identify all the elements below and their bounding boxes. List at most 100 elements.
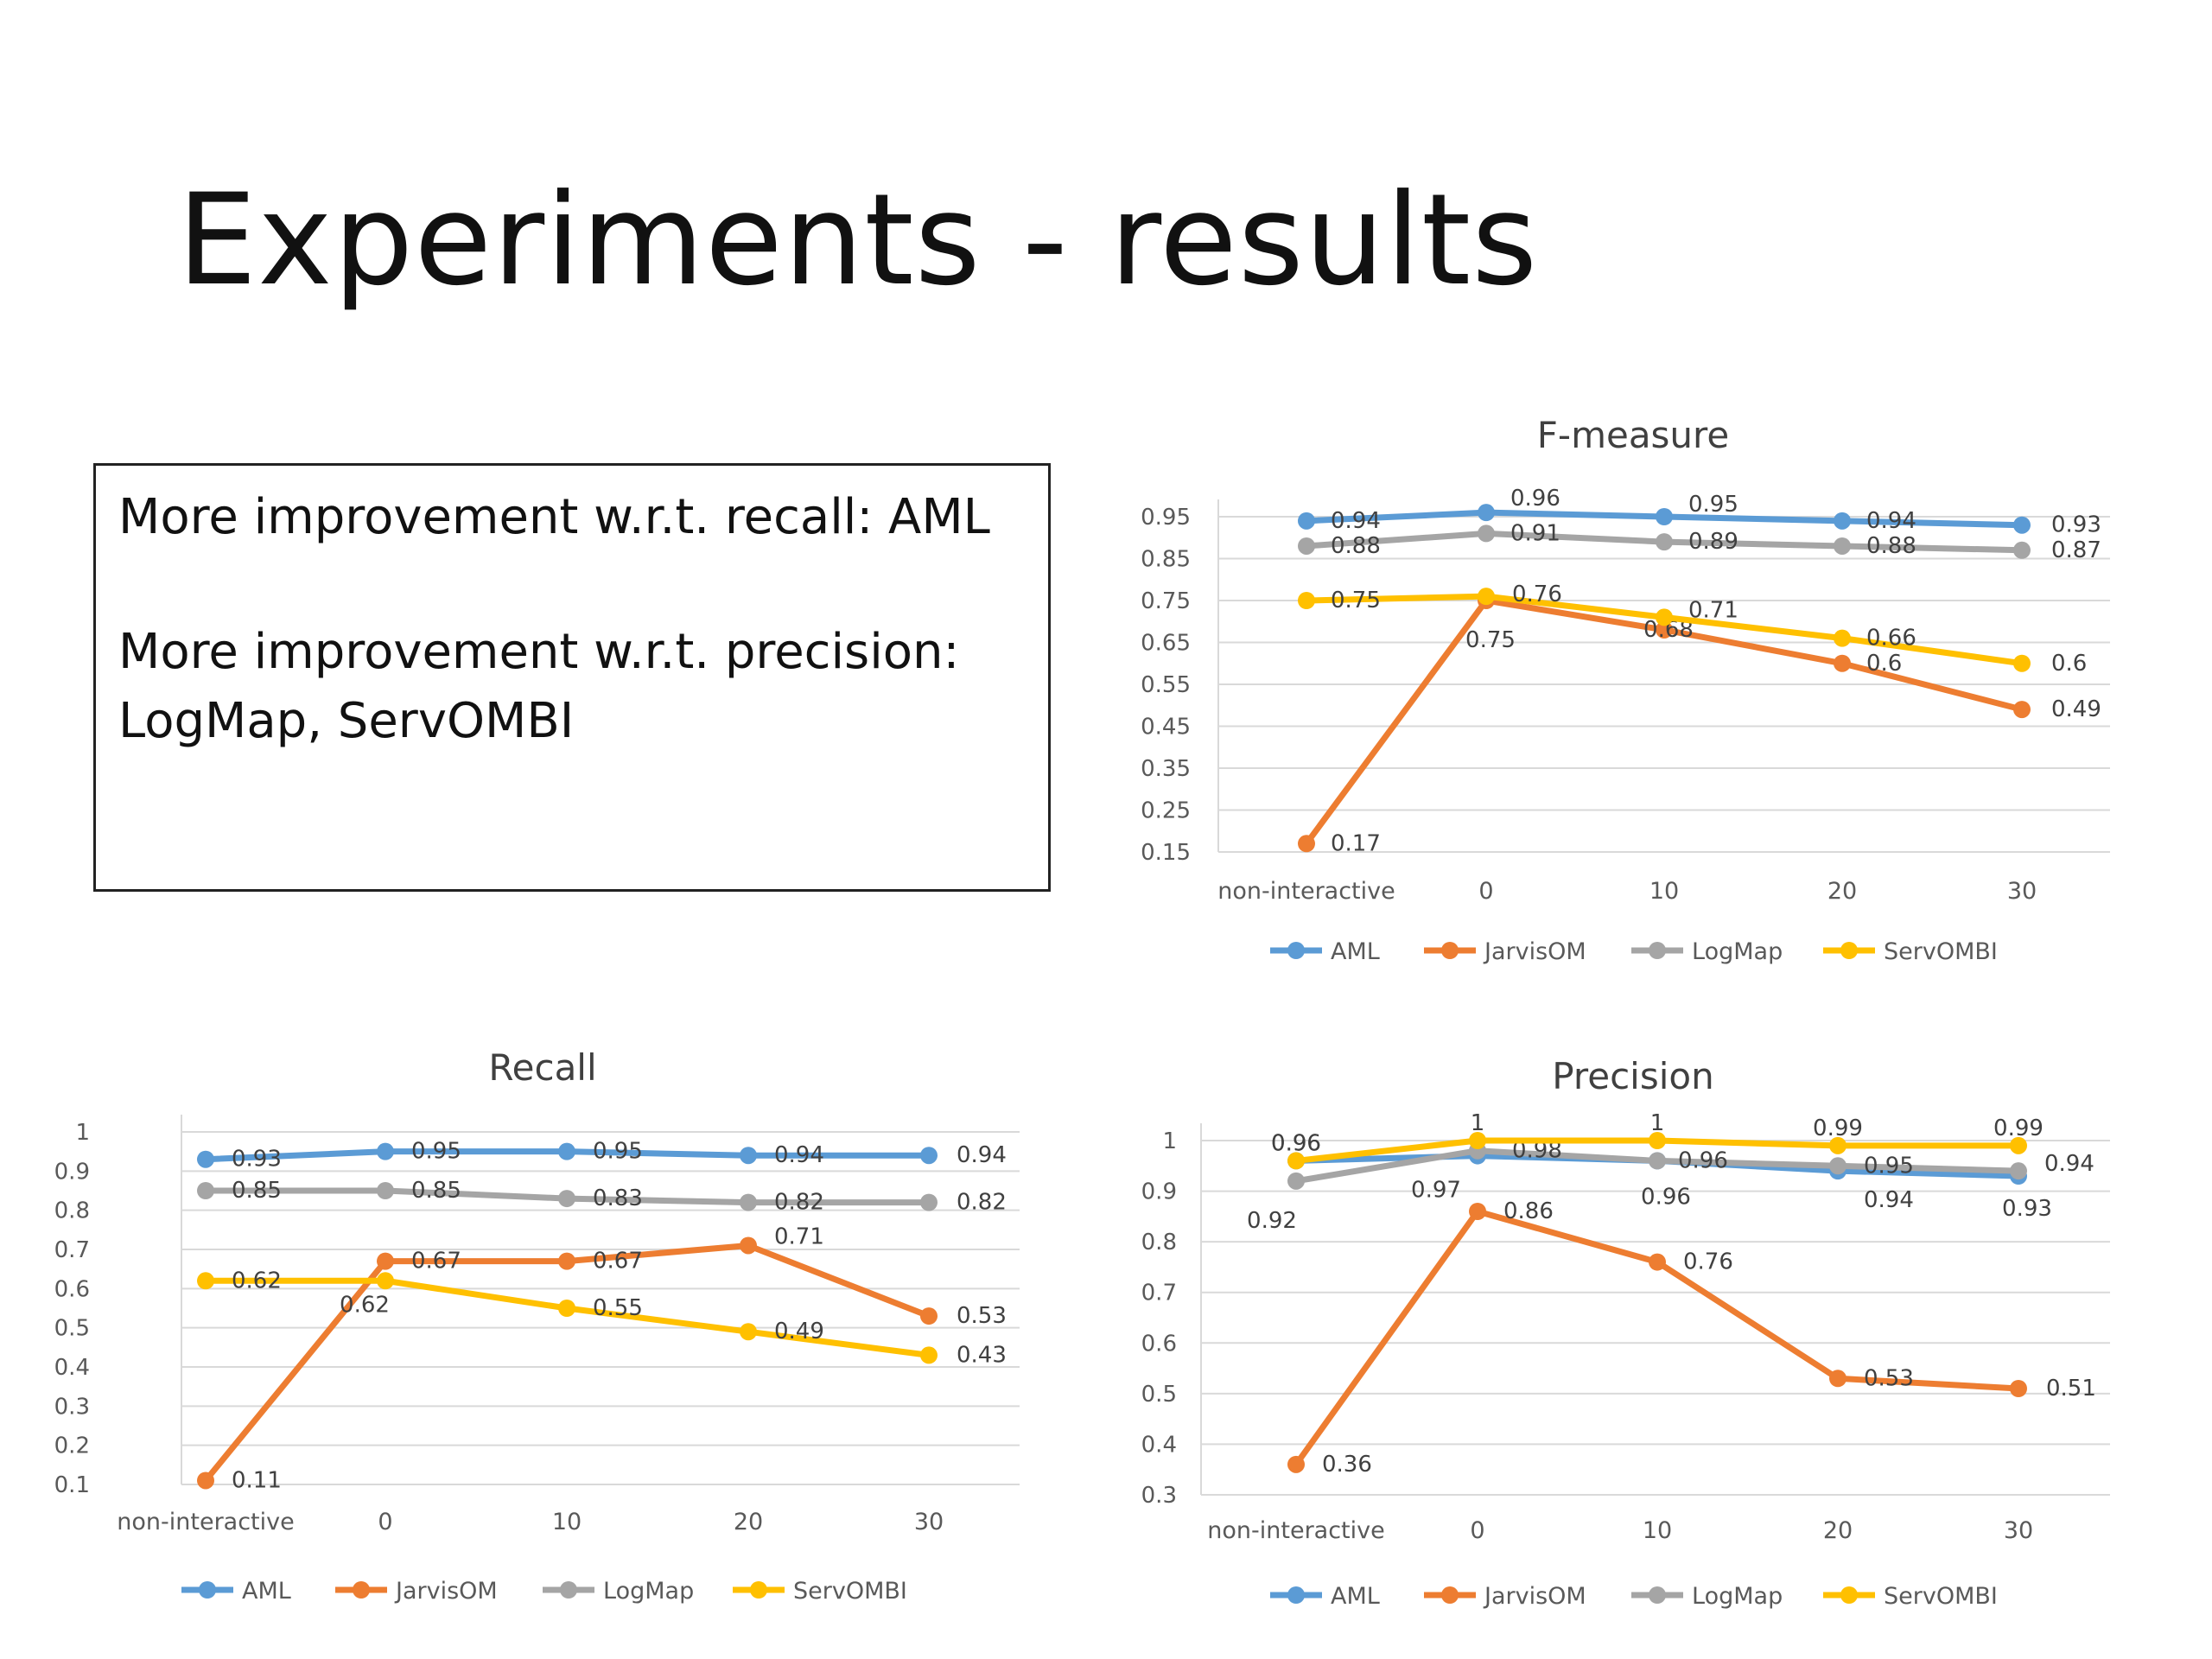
series-servombi: 0.75 0.760.710.660.6 [1298,582,2087,677]
legend-label: AML [1331,1583,1380,1610]
legend-marker [1649,1586,1666,1604]
series-aml: 0.94 0.96 0.95 0.94 0.93 [1298,486,2101,538]
y-tick-label: 0.8 [1141,1230,1177,1255]
data-point [1649,1152,1666,1170]
legend: AML JarvisOM LogMap ServOMBI [1270,938,1998,965]
data-label: 0.53 [957,1303,1007,1329]
data-point [377,1252,394,1270]
data-point [1298,835,1315,853]
slide-title: Experiments - results [177,167,1539,314]
chart-precision: Precision 0.3 0.4 0.5 0.6 0.7 0.8 0.9 1 non-inter… [1141,1055,2110,1610]
data-label: 0.49 [2051,696,2101,722]
data-label: 0.93 [232,1147,282,1173]
data-label: 0.67 [593,1249,643,1274]
x-tick-label: 30 [2004,1517,2033,1544]
data-point [740,1147,757,1165]
data-label: 1 [1471,1110,1485,1136]
data-label: 0.96 [1678,1147,1728,1173]
y-tick-label: 0.3 [1141,1483,1177,1509]
data-point [1656,508,1673,525]
data-label: 0.95 [411,1139,461,1165]
y-tick-label: 0.9 [1141,1179,1177,1205]
data-point [377,1272,394,1290]
legend-label: LogMap [1692,938,1783,965]
data-point [558,1142,575,1160]
y-tick-label: 0.35 [1141,756,1191,782]
data-label: 0.99 [1813,1116,1863,1141]
y-tick-label: 0.65 [1141,631,1191,657]
y-tick-label: 0.55 [1141,672,1191,698]
data-label: 0.75 [1465,627,1516,653]
y-tick-label: 0.15 [1141,840,1191,866]
x-tick-label: 20 [1827,878,1857,905]
data-point [1834,512,1851,530]
data-label: 0.95 [593,1139,643,1165]
data-point [377,1142,394,1160]
data-point [558,1300,575,1317]
x-tick-label: 0 [1478,878,1493,905]
x-tick-label: 30 [2007,878,2037,905]
series-line [1294,1208,2019,1466]
legend-marker [560,1581,577,1599]
x-tick-label: non-interactive [117,1509,294,1535]
data-point [1478,524,1495,543]
data-label: 0.76 [1683,1249,1733,1275]
legend-item: ServOMBI [1823,938,1998,965]
series-servombi: 0.62 0.62 0.55 0.49 0.43 [197,1268,1007,1368]
y-tick-label: 0.4 [54,1355,90,1381]
data-point [1287,1152,1305,1170]
x-tick-label: non-interactive [1207,1517,1384,1544]
data-label: 0.94 [957,1142,1007,1168]
x-tick-label: 10 [552,1509,582,1535]
data-point [2010,1136,2027,1154]
y-tick-label: 1 [75,1120,90,1146]
y-tick-label: 0.4 [1141,1432,1177,1458]
legend-marker [1287,1586,1305,1604]
data-label: 0.83 [593,1185,643,1211]
data-point [740,1236,757,1255]
data-point [1478,504,1495,522]
data-label: 0.62 [232,1268,282,1294]
series-jarvisom: 0.36 0.86 0.76 0.53 0.51 [1287,1198,2096,1478]
y-tick-label: 0.85 [1141,547,1191,573]
y-tick-label: 0.3 [54,1394,90,1420]
series-servombi: 0.96 1 1 0.99 0.99 [1271,1110,2044,1170]
legend-marker [1441,942,1459,959]
x-tick-label: 20 [1823,1517,1853,1544]
legend-item: LogMap [543,1578,694,1605]
data-point [1834,654,1851,672]
legend-marker [1840,942,1858,959]
data-label: 0.55 [593,1295,643,1321]
y-tick-label: 0.2 [54,1433,90,1459]
legend-marker [1287,942,1305,959]
data-point [920,1193,938,1211]
data-point [1298,512,1315,530]
data-point [2013,701,2031,719]
legend-label: JarvisOM [1483,1583,1586,1610]
legend-label: LogMap [603,1578,694,1605]
x-tick-label: 0 [378,1509,392,1535]
legend-item: AML [1270,938,1380,965]
y-tick-label: 0.75 [1141,588,1191,614]
data-label: 0.75 [1331,588,1381,613]
data-label: 0.85 [232,1178,282,1204]
data-point [2013,541,2031,559]
data-label: 0.97 [1411,1178,1461,1204]
y-tick-label: 0.1 [54,1472,90,1498]
data-label: 0.95 [1688,492,1738,518]
note-precision-tools: LogMap, ServOMBI [118,693,575,749]
legend-marker [1840,1586,1858,1604]
data-point [2013,654,2031,672]
x-tick-label: non-interactive [1217,878,1395,905]
legend-marker [1441,1586,1459,1604]
data-point [558,1252,575,1270]
data-point [1469,1132,1486,1149]
x-tick-label: 20 [734,1509,763,1535]
data-point [197,1182,214,1199]
data-point [740,1193,757,1211]
data-label: 1 [1650,1110,1665,1136]
legend-item: JarvisOM [335,1578,498,1605]
x-tick-label: 30 [914,1509,944,1535]
data-point [197,1471,214,1490]
